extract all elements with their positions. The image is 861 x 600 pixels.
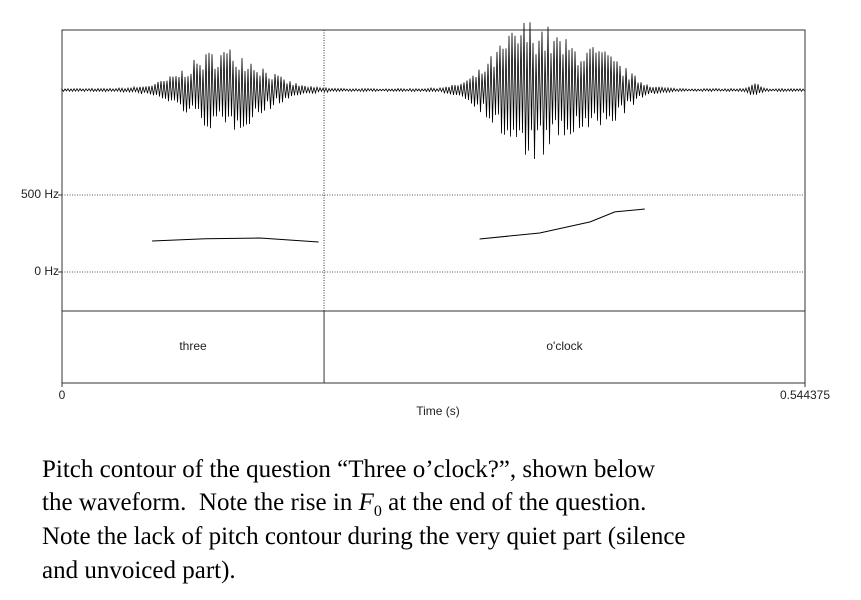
caption-line: Note the lack of pitch contour during th… xyxy=(42,523,686,550)
figure: Time (s) 500 Hz 0 Hz 0 0.544375 three o'clock xyxy=(21,22,830,418)
caption-text: the waveform. Note the rise in xyxy=(42,489,359,516)
x-tick-label: 0.544375 xyxy=(780,388,830,402)
waveform xyxy=(61,22,805,160)
f0-symbol: F xyxy=(358,489,374,516)
y-tick-label: 500 Hz xyxy=(21,187,59,201)
x-tick-label: 0 xyxy=(59,388,66,402)
caption-line: the waveform. Note the rise in F0 at the… xyxy=(42,490,646,520)
frame xyxy=(61,29,806,384)
y-tick-label: 0 Hz xyxy=(34,264,59,278)
caption-line: and unvoiced part). xyxy=(42,557,236,584)
pitch-contour xyxy=(152,237,319,243)
x-axis-label: Time (s) xyxy=(416,404,460,418)
interval-label: three xyxy=(179,339,207,353)
caption-line: Pitch contour of the question “Three o’c… xyxy=(42,456,656,483)
f0-subscript: 0 xyxy=(373,503,382,520)
pitch-contour xyxy=(479,208,645,240)
interval-label: o'clock xyxy=(546,339,583,353)
caption-text: at the end of the question. xyxy=(381,489,647,516)
